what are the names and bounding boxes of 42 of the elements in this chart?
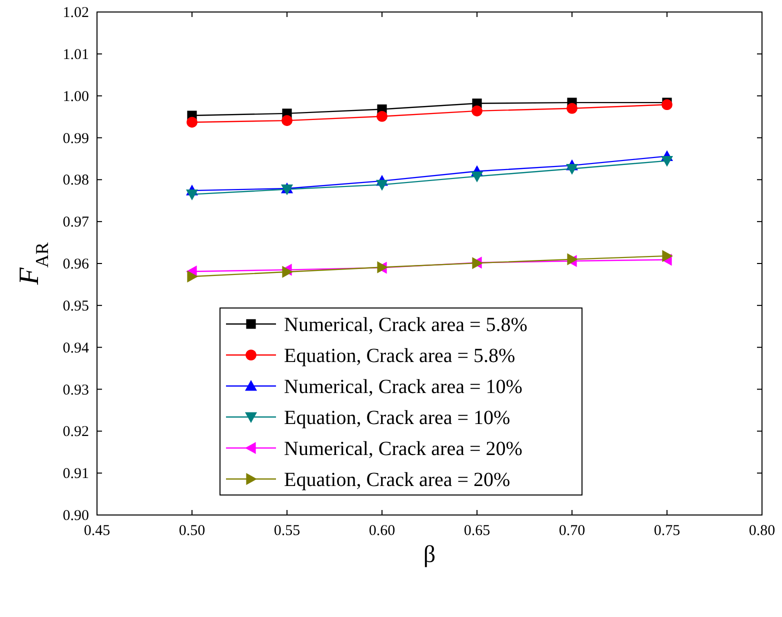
y-tick-label: 0.99 [62, 130, 89, 147]
point [566, 103, 578, 114]
y-tick-label: 0.95 [62, 298, 89, 314]
legend-label: Equation, Crack area = 20% [284, 469, 510, 491]
y-tick-label: 0.91 [62, 466, 89, 482]
y-tick-label: 0.97 [62, 214, 90, 231]
y-tick-label: 1.01 [62, 46, 89, 63]
x-tick-label: 0.70 [558, 523, 586, 539]
x-axis-title: β [423, 542, 436, 568]
y-tick-label: 0.90 [62, 508, 89, 524]
y-tick-label: 0.94 [62, 340, 90, 356]
point [186, 190, 198, 200]
x-tick-label: 0.55 [274, 523, 300, 539]
x-tick-label: 0.50 [178, 523, 206, 539]
y-tick-label: 1.02 [62, 5, 89, 21]
x-tick-label: 0.65 [464, 523, 490, 539]
point [662, 99, 672, 110]
x-tick-label: 0.60 [368, 523, 396, 539]
y-tick-label: 0.98 [62, 172, 89, 189]
y-tick-label: 1.00 [62, 88, 89, 105]
legend-label: Numerical, Crack area = 10% [284, 376, 522, 398]
point [376, 180, 388, 191]
legend-label: Numerical, Crack area = 20% [284, 438, 522, 460]
legend-label: Equation, Crack area = 5.8% [284, 345, 516, 367]
point [186, 116, 198, 128]
y-tick-label: 0.93 [62, 382, 89, 398]
point [566, 164, 578, 175]
point [471, 172, 483, 182]
x-tick-label: 0.75 [654, 523, 680, 539]
y-tick-label: 0.92 [62, 424, 89, 440]
point [376, 110, 388, 122]
point [187, 270, 198, 282]
legend-label: Equation, Crack area = 10% [284, 407, 510, 429]
point [281, 184, 293, 196]
y-tick-label: 0.96 [62, 256, 90, 272]
x-tick-label: 0.45 [84, 523, 110, 539]
x-tick-label: 0.80 [748, 523, 776, 539]
legend-label: Numerical, Crack area = 5.8% [284, 314, 528, 336]
point [661, 156, 673, 167]
point [662, 250, 673, 262]
point [472, 106, 482, 116]
point [282, 115, 292, 126]
